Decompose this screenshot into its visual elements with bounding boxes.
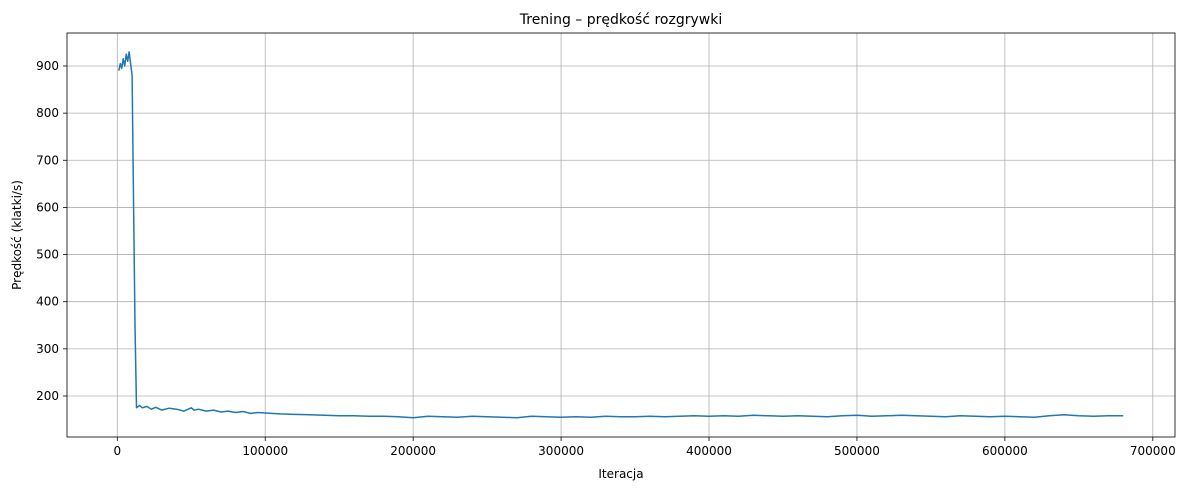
x-tick-label: 100000 [242, 444, 288, 458]
grid [67, 33, 1175, 437]
x-tick-label: 200000 [390, 444, 436, 458]
x-tick-label: 500000 [834, 444, 880, 458]
y-tick-label: 500 [36, 248, 59, 262]
x-tick-label: 400000 [686, 444, 732, 458]
plot-frame [66, 32, 1176, 438]
x-axis-label: Iteracja [598, 467, 643, 481]
x-tick-label: 600000 [982, 444, 1028, 458]
y-tick-label: 900 [36, 59, 59, 73]
y-tick-label: 300 [36, 342, 59, 356]
y-axis-label: Prędkość (klatki/s) [10, 180, 24, 290]
speed-series-line [118, 51, 1124, 419]
x-tick-label: 0 [113, 444, 121, 458]
series-layer [118, 51, 1124, 419]
y-tick-label: 400 [36, 295, 59, 309]
y-axis: 200 300 400 500 600 700 800 900 [36, 59, 67, 403]
x-axis: 0 100000 200000 300000 400000 500000 600000 700… [113, 437, 1176, 458]
chart-title: Trening – prędkość rozgrywki [519, 12, 722, 28]
y-tick-label: 700 [36, 153, 59, 167]
x-tick-label: 300000 [538, 444, 584, 458]
y-tick-label: 800 [36, 106, 59, 120]
y-tick-label: 600 [36, 200, 59, 214]
x-tick-label: 700000 [1130, 444, 1176, 458]
y-tick-label: 200 [36, 389, 59, 403]
